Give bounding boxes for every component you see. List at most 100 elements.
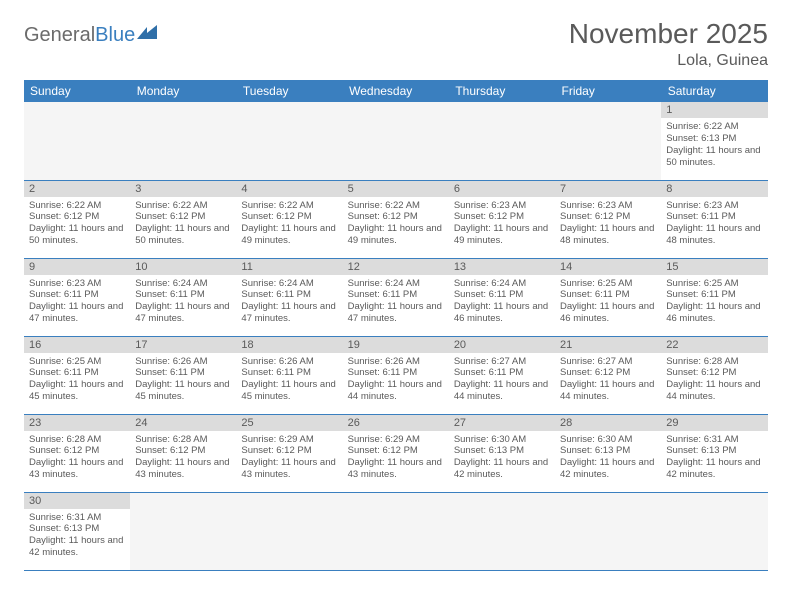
cell-inner: 17Sunrise: 6:26 AMSunset: 6:11 PMDayligh… xyxy=(130,337,236,414)
daylight-line: Daylight: 11 hours and 45 minutes. xyxy=(135,379,231,403)
sunrise-line: Sunrise: 6:25 AM xyxy=(666,278,762,290)
daylight-line: Daylight: 11 hours and 45 minutes. xyxy=(241,379,337,403)
daylight-line: Daylight: 11 hours and 43 minutes. xyxy=(135,457,231,481)
daylight-line: Daylight: 11 hours and 44 minutes. xyxy=(560,379,656,403)
location: Lola, Guinea xyxy=(569,52,768,70)
day-number: 22 xyxy=(661,337,767,353)
dayhead-sat: Saturday xyxy=(661,80,767,102)
daylight-line: Daylight: 11 hours and 50 minutes. xyxy=(135,223,231,247)
sunrise-line: Sunrise: 6:28 AM xyxy=(135,434,231,446)
dayhead-thu: Thursday xyxy=(449,80,555,102)
day-number: 21 xyxy=(555,337,661,353)
day-text: Sunrise: 6:31 AMSunset: 6:13 PMDaylight:… xyxy=(661,431,767,486)
sunrise-line: Sunrise: 6:26 AM xyxy=(348,356,444,368)
sunrise-line: Sunrise: 6:25 AM xyxy=(560,278,656,290)
cell-inner: 28Sunrise: 6:30 AMSunset: 6:13 PMDayligh… xyxy=(555,415,661,492)
daylight-line: Daylight: 11 hours and 46 minutes. xyxy=(560,301,656,325)
day-text: Sunrise: 6:23 AMSunset: 6:12 PMDaylight:… xyxy=(555,197,661,252)
day-text: Sunrise: 6:22 AMSunset: 6:12 PMDaylight:… xyxy=(24,197,130,252)
empty-cell xyxy=(343,102,449,180)
day-text: Sunrise: 6:28 AMSunset: 6:12 PMDaylight:… xyxy=(130,431,236,486)
sunrise-line: Sunrise: 6:25 AM xyxy=(29,356,125,368)
daylight-line: Daylight: 11 hours and 42 minutes. xyxy=(666,457,762,481)
daylight-line: Daylight: 11 hours and 46 minutes. xyxy=(454,301,550,325)
day-text: Sunrise: 6:22 AMSunset: 6:13 PMDaylight:… xyxy=(661,118,767,173)
day-cell: 20Sunrise: 6:27 AMSunset: 6:11 PMDayligh… xyxy=(449,336,555,414)
day-number: 18 xyxy=(236,337,342,353)
day-number: 16 xyxy=(24,337,130,353)
day-text: Sunrise: 6:24 AMSunset: 6:11 PMDaylight:… xyxy=(130,275,236,330)
daylight-line: Daylight: 11 hours and 48 minutes. xyxy=(560,223,656,247)
sunset-line: Sunset: 6:12 PM xyxy=(348,445,444,457)
day-cell: 6Sunrise: 6:23 AMSunset: 6:12 PMDaylight… xyxy=(449,180,555,258)
day-number: 13 xyxy=(449,259,555,275)
daylight-line: Daylight: 11 hours and 50 minutes. xyxy=(29,223,125,247)
dayhead-wed: Wednesday xyxy=(343,80,449,102)
day-text: Sunrise: 6:28 AMSunset: 6:12 PMDaylight:… xyxy=(24,431,130,486)
empty-cell xyxy=(236,102,342,180)
cell-inner: 26Sunrise: 6:29 AMSunset: 6:12 PMDayligh… xyxy=(343,415,449,492)
sunset-line: Sunset: 6:12 PM xyxy=(454,211,550,223)
day-text: Sunrise: 6:23 AMSunset: 6:12 PMDaylight:… xyxy=(449,197,555,252)
day-number: 19 xyxy=(343,337,449,353)
day-text: Sunrise: 6:26 AMSunset: 6:11 PMDaylight:… xyxy=(343,353,449,408)
day-text: Sunrise: 6:22 AMSunset: 6:12 PMDaylight:… xyxy=(130,197,236,252)
cell-inner: 13Sunrise: 6:24 AMSunset: 6:11 PMDayligh… xyxy=(449,259,555,336)
sunset-line: Sunset: 6:11 PM xyxy=(29,367,125,379)
day-text: Sunrise: 6:25 AMSunset: 6:11 PMDaylight:… xyxy=(661,275,767,330)
logo-text-1: General xyxy=(24,24,95,47)
cell-inner: 24Sunrise: 6:28 AMSunset: 6:12 PMDayligh… xyxy=(130,415,236,492)
day-cell: 30Sunrise: 6:31 AMSunset: 6:13 PMDayligh… xyxy=(24,492,130,570)
day-cell: 28Sunrise: 6:30 AMSunset: 6:13 PMDayligh… xyxy=(555,414,661,492)
day-number: 30 xyxy=(24,493,130,509)
header: GeneralBlue November 2025 Lola, Guinea xyxy=(24,18,768,70)
sunrise-line: Sunrise: 6:22 AM xyxy=(348,200,444,212)
logo: GeneralBlue xyxy=(24,18,159,47)
calendar-table: Sunday Monday Tuesday Wednesday Thursday… xyxy=(24,80,768,571)
dayhead-tue: Tuesday xyxy=(236,80,342,102)
day-number: 24 xyxy=(130,415,236,431)
week-row: 2Sunrise: 6:22 AMSunset: 6:12 PMDaylight… xyxy=(24,180,768,258)
day-cell: 2Sunrise: 6:22 AMSunset: 6:12 PMDaylight… xyxy=(24,180,130,258)
day-number: 3 xyxy=(130,181,236,197)
cell-inner: 12Sunrise: 6:24 AMSunset: 6:11 PMDayligh… xyxy=(343,259,449,336)
sunset-line: Sunset: 6:12 PM xyxy=(560,211,656,223)
day-number: 6 xyxy=(449,181,555,197)
week-row: 1Sunrise: 6:22 AMSunset: 6:13 PMDaylight… xyxy=(24,102,768,180)
sunrise-line: Sunrise: 6:23 AM xyxy=(454,200,550,212)
daylight-line: Daylight: 11 hours and 44 minutes. xyxy=(666,379,762,403)
month-title: November 2025 xyxy=(569,18,768,50)
week-row: 30Sunrise: 6:31 AMSunset: 6:13 PMDayligh… xyxy=(24,492,768,570)
day-cell: 12Sunrise: 6:24 AMSunset: 6:11 PMDayligh… xyxy=(343,258,449,336)
sunset-line: Sunset: 6:13 PM xyxy=(29,523,125,535)
sunrise-line: Sunrise: 6:23 AM xyxy=(29,278,125,290)
daylight-line: Daylight: 11 hours and 48 minutes. xyxy=(666,223,762,247)
sunrise-line: Sunrise: 6:30 AM xyxy=(560,434,656,446)
sunset-line: Sunset: 6:12 PM xyxy=(348,211,444,223)
empty-cell xyxy=(555,492,661,570)
sunrise-line: Sunrise: 6:30 AM xyxy=(454,434,550,446)
day-header-row: Sunday Monday Tuesday Wednesday Thursday… xyxy=(24,80,768,102)
sunrise-line: Sunrise: 6:22 AM xyxy=(29,200,125,212)
sunset-line: Sunset: 6:12 PM xyxy=(29,445,125,457)
cell-inner: 8Sunrise: 6:23 AMSunset: 6:11 PMDaylight… xyxy=(661,181,767,258)
empty-cell xyxy=(236,492,342,570)
sunset-line: Sunset: 6:12 PM xyxy=(135,211,231,223)
day-number: 28 xyxy=(555,415,661,431)
cell-inner: 3Sunrise: 6:22 AMSunset: 6:12 PMDaylight… xyxy=(130,181,236,258)
dayhead-fri: Friday xyxy=(555,80,661,102)
daylight-line: Daylight: 11 hours and 43 minutes. xyxy=(29,457,125,481)
cell-inner: 14Sunrise: 6:25 AMSunset: 6:11 PMDayligh… xyxy=(555,259,661,336)
day-number: 17 xyxy=(130,337,236,353)
sunset-line: Sunset: 6:11 PM xyxy=(29,289,125,301)
calendar-body: 1Sunrise: 6:22 AMSunset: 6:13 PMDaylight… xyxy=(24,102,768,570)
day-cell: 19Sunrise: 6:26 AMSunset: 6:11 PMDayligh… xyxy=(343,336,449,414)
sunset-line: Sunset: 6:11 PM xyxy=(348,367,444,379)
sunset-line: Sunset: 6:12 PM xyxy=(29,211,125,223)
day-text: Sunrise: 6:25 AMSunset: 6:11 PMDaylight:… xyxy=(555,275,661,330)
sunset-line: Sunset: 6:11 PM xyxy=(135,367,231,379)
day-cell: 24Sunrise: 6:28 AMSunset: 6:12 PMDayligh… xyxy=(130,414,236,492)
daylight-line: Daylight: 11 hours and 49 minutes. xyxy=(454,223,550,247)
sunset-line: Sunset: 6:13 PM xyxy=(666,133,762,145)
day-cell: 1Sunrise: 6:22 AMSunset: 6:13 PMDaylight… xyxy=(661,102,767,180)
